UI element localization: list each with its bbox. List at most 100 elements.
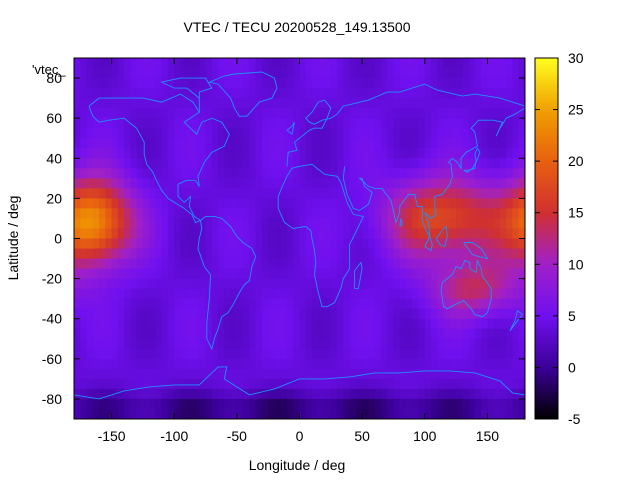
- heat-cell: [337, 218, 344, 230]
- heat-cell: [155, 68, 163, 79]
- heat-cell: [111, 58, 119, 69]
- heat-cell: [211, 248, 219, 260]
- heat-cell: [312, 348, 319, 360]
- heat-cell: [280, 68, 288, 79]
- heat-cell: [449, 138, 457, 149]
- heat-cell: [86, 298, 94, 310]
- heat-cell: [180, 288, 188, 300]
- heat-cell: [493, 298, 501, 310]
- heat-cell: [193, 318, 200, 330]
- heat-cell: [462, 358, 470, 370]
- chart-title: VTEC / TECU 20200528_149.13500: [183, 19, 410, 35]
- heat-cell: [286, 408, 294, 419]
- heat-cell: [431, 138, 438, 149]
- heat-cell: [330, 148, 338, 159]
- heat-cell: [393, 338, 401, 350]
- heat-cell: [443, 338, 451, 350]
- heat-cell: [312, 238, 319, 250]
- heat-cell: [99, 368, 106, 380]
- heat-cell: [111, 148, 119, 159]
- heat-cell: [405, 188, 413, 199]
- heat-cell: [399, 258, 407, 270]
- heat-cell: [230, 358, 238, 370]
- heat-cell: [362, 148, 369, 159]
- heat-cell: [186, 228, 194, 240]
- heat-cell: [261, 298, 269, 310]
- heat-cell: [443, 138, 451, 149]
- heat-cell: [142, 138, 150, 149]
- heat-cell: [274, 128, 282, 139]
- heat-cell: [393, 98, 401, 109]
- heat-cell: [324, 328, 332, 340]
- heat-cell: [224, 208, 232, 220]
- heat-cell: [518, 248, 525, 260]
- heat-cell: [249, 148, 257, 159]
- heat-cell: [111, 258, 119, 270]
- heat-cell: [199, 128, 207, 139]
- heat-cell: [387, 318, 395, 330]
- heat-cell: [481, 118, 489, 129]
- heat-cell: [380, 348, 388, 360]
- heat-cell: [393, 278, 401, 290]
- heat-cell: [512, 218, 520, 230]
- heat-cell: [142, 148, 150, 159]
- heat-cell: [286, 178, 294, 189]
- heat-cell: [230, 398, 238, 410]
- heat-cell: [374, 338, 382, 350]
- heat-cell: [399, 248, 407, 260]
- heat-cell: [211, 358, 219, 370]
- heat-cell: [506, 358, 514, 370]
- heat-cell: [243, 218, 250, 230]
- heat-cell: [318, 158, 326, 169]
- heat-cell: [174, 408, 182, 419]
- heat-cell: [205, 328, 213, 340]
- heat-cell: [399, 348, 407, 360]
- heat-cell: [349, 308, 357, 320]
- heat-cell: [487, 318, 495, 330]
- heat-cell: [318, 388, 326, 400]
- heat-cell: [305, 178, 313, 189]
- heat-cell: [481, 108, 489, 119]
- heat-cell: [330, 178, 338, 189]
- heat-cell: [474, 228, 482, 240]
- heat-cell: [99, 298, 106, 310]
- heat-cell: [74, 328, 81, 340]
- heat-cell: [399, 58, 407, 69]
- heat-cell: [155, 158, 163, 169]
- heat-cell: [387, 168, 395, 179]
- heat-cell: [506, 238, 514, 250]
- heat-cell: [180, 388, 188, 400]
- heat-cell: [224, 178, 232, 189]
- heat-cell: [512, 328, 520, 340]
- heat-cell: [324, 118, 332, 129]
- heat-cell: [374, 278, 382, 290]
- heat-cell: [130, 388, 138, 400]
- heat-cell: [343, 108, 351, 119]
- heat-cell: [399, 318, 407, 330]
- heat-cell: [518, 98, 525, 109]
- heat-cell: [117, 378, 125, 390]
- heat-cell: [167, 178, 175, 189]
- heat-cell: [80, 328, 88, 340]
- heat-cell: [337, 398, 344, 410]
- heat-cell: [249, 348, 257, 360]
- heat-cell: [86, 328, 94, 340]
- heat-cell: [174, 128, 182, 139]
- heat-cell: [431, 288, 438, 300]
- heat-cell: [142, 298, 150, 310]
- heat-cell: [312, 88, 319, 99]
- heat-cell: [80, 218, 88, 230]
- heat-cell: [268, 128, 276, 139]
- heat-cell: [412, 248, 420, 260]
- heat-cell: [255, 148, 263, 159]
- heat-cell: [393, 218, 401, 230]
- heat-cell: [136, 218, 144, 230]
- heat-cell: [493, 368, 501, 380]
- heat-cell: [243, 228, 250, 240]
- heat-cell: [149, 298, 157, 310]
- heat-cell: [293, 328, 301, 340]
- heat-cell: [286, 238, 294, 250]
- heat-cell: [249, 218, 257, 230]
- heat-cell: [343, 258, 351, 270]
- heat-cell: [74, 348, 81, 360]
